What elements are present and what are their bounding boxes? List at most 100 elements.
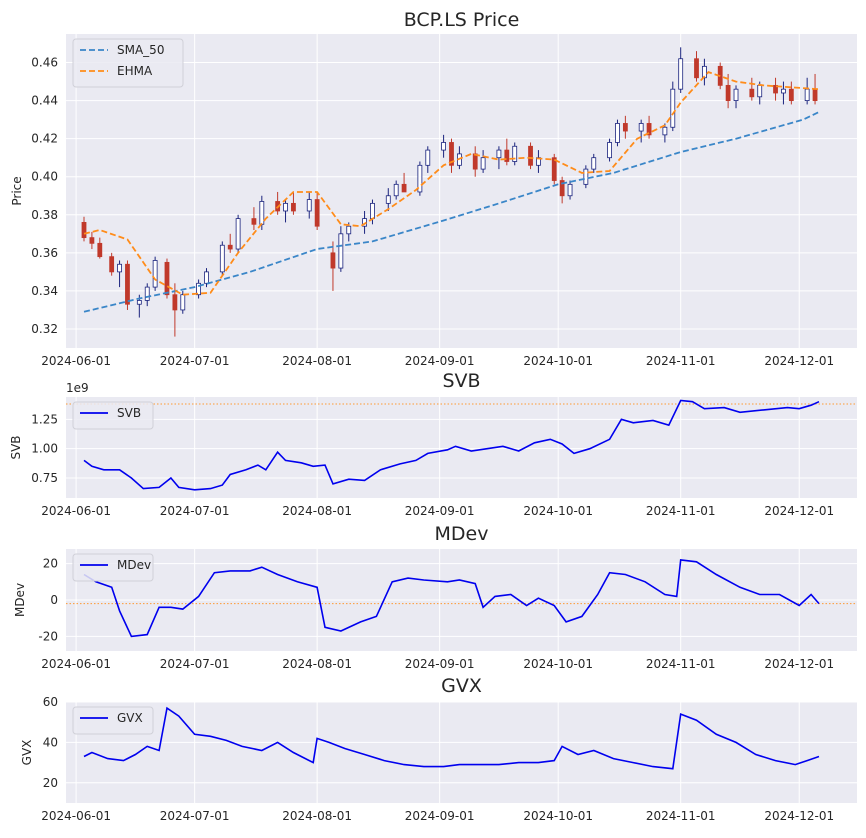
x-tick-label: 2024-09-01 xyxy=(405,809,475,823)
chart-title: MDev xyxy=(435,523,489,545)
candles xyxy=(81,47,818,337)
y-tick-label: 60 xyxy=(43,695,58,709)
x-tick-label: 2024-11-01 xyxy=(646,657,716,671)
candle-body xyxy=(662,126,668,136)
y-tick-label: 1.25 xyxy=(31,412,58,426)
y-tick-label: -20 xyxy=(38,629,58,643)
candle-body xyxy=(449,142,454,166)
x-tick-label: 2024-10-01 xyxy=(523,809,593,823)
candle-body xyxy=(551,157,557,181)
candle-body xyxy=(393,183,399,197)
candle-body xyxy=(583,168,589,185)
candle-body xyxy=(152,260,158,288)
candle-body xyxy=(788,88,794,102)
candle-body xyxy=(97,242,103,258)
x-tick-label: 2024-12-01 xyxy=(764,354,834,368)
x-tick-label: 2024-12-01 xyxy=(764,809,834,823)
candle-body xyxy=(417,164,423,193)
x-tick-label: 2024-07-01 xyxy=(160,809,230,823)
series-line-gvx xyxy=(83,706,820,770)
candle-body xyxy=(117,263,122,273)
y-tick-label: 0 xyxy=(50,593,58,607)
y-axis-label: SVB xyxy=(9,435,23,459)
y-tick-label: 0.75 xyxy=(31,471,58,485)
candle-body xyxy=(472,153,478,170)
candle-body xyxy=(615,123,620,143)
candle-body xyxy=(504,149,510,162)
y-tick-label: 1.00 xyxy=(31,442,58,456)
candle-body xyxy=(144,286,150,301)
legend-label: GVX xyxy=(117,711,143,725)
candle-body xyxy=(251,218,257,225)
x-tick-label: 2024-07-01 xyxy=(160,504,230,518)
candle-body xyxy=(259,201,265,225)
y-tick-label: 0.36 xyxy=(31,246,58,260)
candle-body xyxy=(362,218,367,227)
x-tick-label: 2024-09-01 xyxy=(405,354,475,368)
x-tick-label: 2024-08-01 xyxy=(282,504,352,518)
plot-area xyxy=(66,702,857,803)
candle-body xyxy=(528,145,533,166)
candle-body xyxy=(227,244,233,250)
y-tick-label: 20 xyxy=(43,557,58,571)
candle-body xyxy=(804,88,810,102)
x-tick-label: 2024-09-01 xyxy=(405,657,475,671)
y-tick-label: 0.34 xyxy=(31,284,58,298)
y-tick-label: 0.32 xyxy=(31,322,58,336)
candle-body xyxy=(512,145,518,162)
candle-body xyxy=(89,237,95,244)
candle-body xyxy=(125,263,130,305)
panel-mdev: 2024-06-01 2024-07-01 2024-08-01 2024-09-01… xyxy=(13,523,857,671)
candle-body xyxy=(725,84,731,102)
candle-body xyxy=(441,142,446,151)
candle-body xyxy=(559,180,565,197)
y-tick-label: 0.46 xyxy=(31,56,58,70)
plot-area xyxy=(66,34,857,348)
candle-body xyxy=(773,84,778,94)
candle-body xyxy=(757,84,763,98)
legend-box xyxy=(72,706,154,735)
x-tick-label: 2024-06-01 xyxy=(41,657,111,671)
legend-box xyxy=(72,38,184,88)
legend: SVB xyxy=(72,401,154,430)
candle-body xyxy=(219,244,225,273)
candle-body xyxy=(401,183,407,193)
candle-body xyxy=(646,123,652,136)
y-tick-label: 40 xyxy=(43,735,58,749)
candle-body xyxy=(591,157,597,170)
y-tick-label: 0.44 xyxy=(31,94,58,108)
candle-body xyxy=(346,225,352,235)
y-axis-label: MDev xyxy=(13,583,27,617)
series-line-mdev xyxy=(83,559,820,638)
x-tick-label: 2024-06-01 xyxy=(41,504,111,518)
x-tick-label: 2024-11-01 xyxy=(646,504,716,518)
chart-title: BCP.LS Price xyxy=(404,9,520,31)
x-tick-label: 2024-12-01 xyxy=(764,657,834,671)
candle-body xyxy=(425,149,431,166)
candle-body xyxy=(283,202,288,212)
x-tick-label: 2024-08-01 xyxy=(282,809,352,823)
candle-body xyxy=(607,142,612,159)
candle-body xyxy=(812,88,818,102)
candle-body xyxy=(385,195,391,204)
candle-body xyxy=(306,199,312,212)
candle-body xyxy=(196,282,201,296)
y-axis-label: GVX xyxy=(20,740,34,766)
candle-body xyxy=(81,221,87,239)
y-tick-label: 0.40 xyxy=(31,170,58,184)
candle-body xyxy=(496,149,502,159)
x-tick-label: 2024-10-01 xyxy=(523,657,593,671)
chart-title: GVX xyxy=(441,675,482,697)
series-line-ehma xyxy=(83,71,820,296)
x-tick-label: 2024-07-01 xyxy=(160,657,230,671)
candle-body xyxy=(622,123,628,132)
panel-bcp-ls-price: 2024-06-01 2024-07-01 2024-08-01 2024-09-01… xyxy=(10,9,857,368)
legend-label: SVB xyxy=(117,406,141,420)
legend-box xyxy=(72,553,154,582)
candle-body xyxy=(567,183,573,197)
legend-label: SMA_50 xyxy=(117,43,164,57)
chart-title: SVB xyxy=(442,370,480,392)
x-tick-label: 2024-10-01 xyxy=(523,504,593,518)
panel-gvx: 2024-06-01 2024-07-01 2024-08-01 2024-09-01… xyxy=(20,675,857,823)
